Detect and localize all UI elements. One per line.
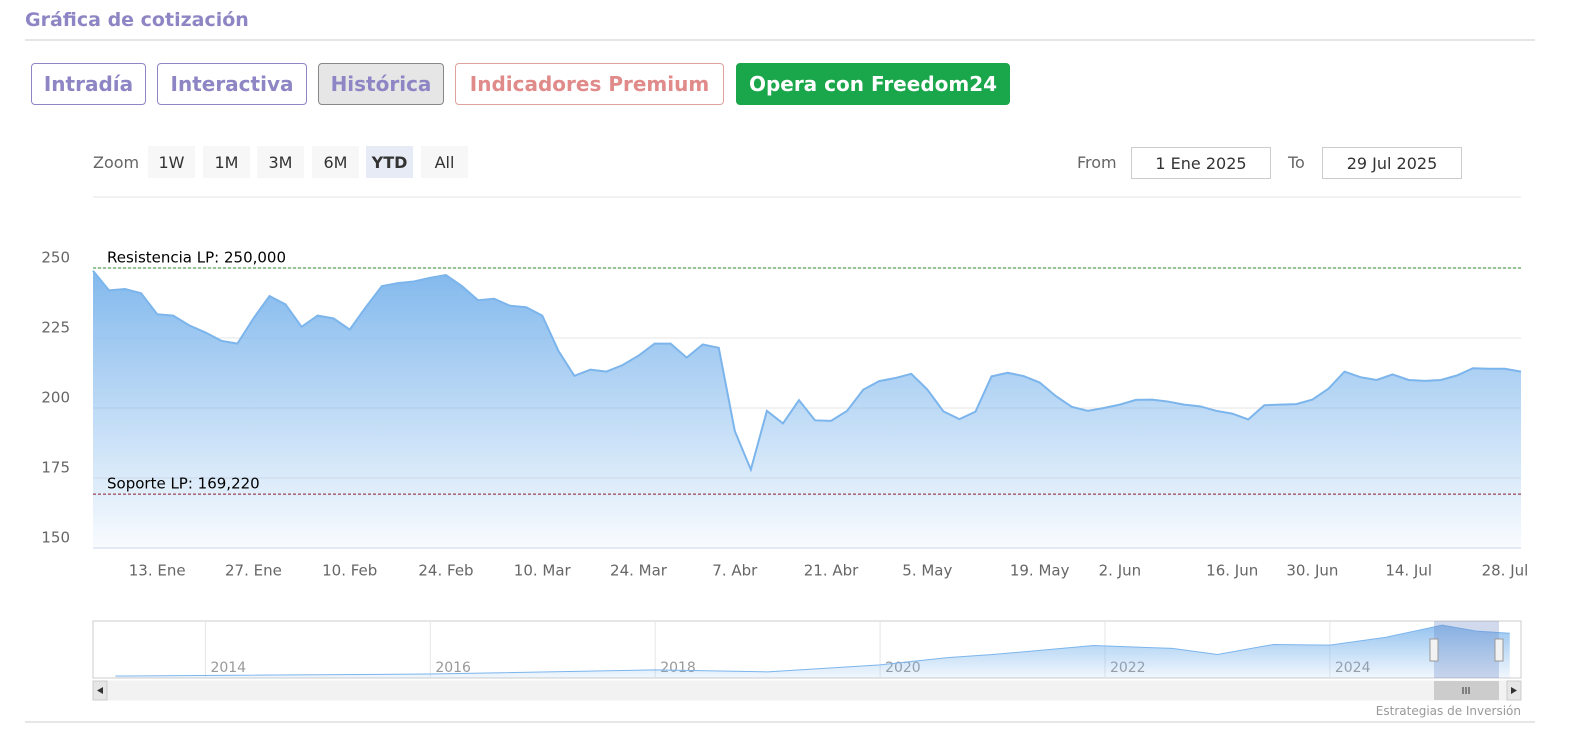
navigator-area: [115, 625, 1510, 678]
zoom-button[interactable]: YTD: [366, 146, 413, 178]
zoom-button[interactable]: 1M: [203, 146, 250, 178]
tab[interactable]: Intradía: [31, 63, 146, 105]
title: Gráfica de cotización: [25, 9, 249, 31]
to-input[interactable]: 29 Jul 2025: [1322, 147, 1462, 179]
y-tick-label: 250: [41, 249, 70, 267]
navigator-tick-label: 2014: [210, 660, 246, 676]
scrollbar-track: [92, 680, 1522, 701]
x-tick-label: 10. Feb: [322, 562, 377, 580]
credits: Estrategias de Inversión: [1375, 704, 1521, 718]
x-tick-label: 10. Mar: [514, 562, 572, 580]
x-tick-label: 5. May: [902, 562, 952, 580]
cta-button[interactable]: Opera con Freedom24: [736, 63, 1010, 105]
zoom-button[interactable]: 3M: [257, 146, 304, 178]
zoom-label: Zoom: [93, 152, 140, 172]
area: [93, 270, 1521, 548]
y-tick-label: 200: [41, 389, 70, 407]
navigator-tick-label: 2016: [435, 660, 471, 676]
x-tick-label: 24. Mar: [610, 562, 668, 580]
x-tick-label: 27. Ene: [225, 562, 282, 580]
navigator-selection: [1434, 621, 1499, 678]
tab-premium[interactable]: Indicadores Premium: [455, 63, 724, 105]
zoom-button[interactable]: 6M: [312, 146, 359, 178]
x-tick-label: 19. May: [1010, 562, 1070, 580]
navigator-line: [115, 624, 1510, 677]
plot-line-label: Resistencia LP: 250,000: [107, 249, 286, 267]
tab[interactable]: Interactiva: [157, 63, 307, 105]
x-tick-label: 24. Feb: [418, 562, 473, 580]
x-tick-label: 7. Abr: [712, 562, 758, 580]
scrollbar-arrow: [97, 687, 103, 694]
x-tick-label: 28. Jul: [1482, 562, 1529, 580]
zoom-button[interactable]: 1W: [148, 146, 195, 178]
from-label: From: [1077, 152, 1117, 172]
plot-line-label: Soporte LP: 169,220: [107, 475, 260, 493]
from-input[interactable]: 1 Ene 2025: [1131, 147, 1271, 179]
x-tick-label: 14. Jul: [1385, 562, 1432, 580]
x-tick-label: 16. Jun: [1206, 562, 1258, 580]
line: [92, 270, 1522, 473]
y-tick-label: 150: [41, 529, 70, 547]
to-label: To: [1288, 152, 1305, 172]
x-tick-label: 21. Abr: [804, 562, 859, 580]
y-tick-label: 225: [41, 319, 70, 337]
zoom-button[interactable]: All: [421, 146, 468, 178]
x-tick-label: 30. Jun: [1286, 562, 1338, 580]
x-tick-label: 13. Ene: [129, 562, 186, 580]
scrollbar-grip: [1462, 687, 1470, 694]
tab-active[interactable]: Histórica: [318, 63, 444, 105]
navigator-handle: [1494, 638, 1504, 662]
scrollbar-arrow: [1511, 687, 1517, 694]
y-tick-label: 175: [41, 459, 70, 477]
x-tick-label: 2. Jun: [1099, 562, 1142, 580]
navigator-handle: [1429, 638, 1439, 662]
